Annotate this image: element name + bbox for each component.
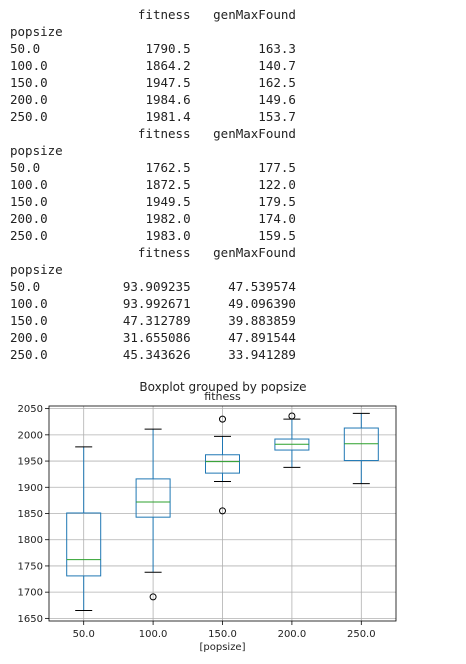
boxplot-chart: 1650 1700 1750 1800 1850 1900 1950 2000 2050 50.0… xyxy=(18,380,397,653)
chart-suptitle: Boxplot grouped by popsize xyxy=(139,380,306,394)
table-row: 250.0 1983.0 159.5 xyxy=(10,228,296,243)
cell-value: 1864.2 xyxy=(145,58,191,73)
y-tick-label: 2050 xyxy=(18,404,43,415)
row-index: 100.0 xyxy=(10,177,48,192)
cell-value: 122.0 xyxy=(258,177,296,192)
row-index: 200.0 xyxy=(10,330,48,345)
cell-value: 33.941289 xyxy=(228,347,296,362)
y-tick-label: 1850 xyxy=(18,509,43,520)
cell-value: 179.5 xyxy=(258,194,296,209)
box xyxy=(135,478,171,518)
x-tick-label: 250.0 xyxy=(347,629,376,640)
column-header: genMaxFound xyxy=(213,7,296,22)
table-row: 250.0 45.343626 33.941289 xyxy=(10,347,296,362)
cell-value: 31.655086 xyxy=(122,330,191,345)
row-index: 150.0 xyxy=(10,75,48,90)
table-row: 50.0 93.909235 47.539574 xyxy=(10,279,296,294)
chart-title: fitness xyxy=(204,390,241,403)
outlier-point xyxy=(219,507,226,515)
table-row: 100.0 1864.2 140.7 xyxy=(10,58,296,73)
index-name: popsize xyxy=(10,143,63,158)
table-row: 150.0 1947.5 162.5 xyxy=(10,75,296,90)
row-index: 200.0 xyxy=(10,211,48,226)
table-row: 100.0 1872.5 122.0 xyxy=(10,177,296,192)
table-row: 150.0 1949.5 179.5 xyxy=(10,194,296,209)
x-tick-label: 100.0 xyxy=(139,629,168,640)
y-tick-label: 1900 xyxy=(18,483,43,494)
table-row: 50.0 1762.5 177.5 xyxy=(10,160,296,175)
y-tick-label: 1800 xyxy=(18,535,43,546)
cell-value: 1762.5 xyxy=(145,160,191,175)
cell-value: 47.891544 xyxy=(228,330,296,345)
box xyxy=(343,427,379,462)
row-index: 50.0 xyxy=(10,279,41,294)
table-row: 100.0 93.992671 49.096390 xyxy=(10,296,296,311)
x-tick-label: 150.0 xyxy=(208,629,237,640)
cell-value: 49.096390 xyxy=(228,296,296,311)
cell-value: 39.883859 xyxy=(228,313,296,328)
cell-value: 162.5 xyxy=(258,75,296,90)
table-row: 50.0 1790.5 163.3 xyxy=(10,41,296,56)
cell-value: 1981.4 xyxy=(145,109,191,124)
row-index: 250.0 xyxy=(10,228,48,243)
cell-value: 1949.5 xyxy=(145,194,191,209)
row-index: 100.0 xyxy=(10,58,48,73)
row-index: 250.0 xyxy=(10,109,48,124)
dataframe-output-median: fitness genMaxFound popsize 50.0 1762.5 177… xyxy=(10,125,296,244)
index-name: popsize xyxy=(10,262,63,277)
table-row: 200.0 1984.6 149.6 xyxy=(10,92,296,107)
outlier-point xyxy=(219,415,226,423)
x-axis-label: [popsize] xyxy=(199,642,245,653)
cell-value: 1872.5 xyxy=(145,177,191,192)
y-tick-label: 1700 xyxy=(18,588,43,599)
cell-value: 153.7 xyxy=(258,109,296,124)
table-row: 200.0 1982.0 174.0 xyxy=(10,211,296,226)
cell-value: 1983.0 xyxy=(145,228,191,243)
y-tick-label: 1950 xyxy=(18,457,43,468)
row-index: 250.0 xyxy=(10,347,48,362)
column-header: genMaxFound xyxy=(213,245,296,260)
row-index: 100.0 xyxy=(10,296,48,311)
row-index: 150.0 xyxy=(10,194,48,209)
cell-value: 1982.0 xyxy=(145,211,191,226)
column-header: fitness xyxy=(137,7,191,22)
cell-value: 47.539574 xyxy=(228,279,296,294)
cell-value: 177.5 xyxy=(258,160,296,175)
column-header: genMaxFound xyxy=(213,126,296,141)
row-index: 50.0 xyxy=(10,41,41,56)
cell-value: 140.7 xyxy=(258,58,296,73)
cell-value: 159.5 xyxy=(258,228,296,243)
cell-value: 1790.5 xyxy=(145,41,191,56)
cell-value: 93.992671 xyxy=(122,296,191,311)
x-tick-label: 50.0 xyxy=(73,629,95,640)
row-index: 150.0 xyxy=(10,313,48,328)
y-tick-label: 1650 xyxy=(18,614,43,625)
box xyxy=(205,454,240,474)
column-header: fitness xyxy=(137,245,191,260)
dataframe-output-mean: fitness genMaxFound popsize 50.0 1790.5 163… xyxy=(10,6,296,125)
y-tick-label: 1750 xyxy=(18,561,43,572)
index-name: popsize xyxy=(10,24,63,39)
y-tick-label: 2000 xyxy=(18,430,43,441)
outlier-point xyxy=(288,412,296,420)
column-header: fitness xyxy=(137,126,191,141)
row-index: 50.0 xyxy=(10,160,41,175)
cell-value: 149.6 xyxy=(258,92,296,107)
x-tick-label: 200.0 xyxy=(278,629,307,640)
table-row: 150.0 47.312789 39.883859 xyxy=(10,313,296,328)
row-index: 200.0 xyxy=(10,92,48,107)
cell-value: 45.343626 xyxy=(122,347,191,362)
table-row: 250.0 1981.4 153.7 xyxy=(10,109,296,124)
cell-value: 93.909235 xyxy=(122,279,191,294)
dataframe-output-std: fitness genMaxFound popsize 50.0 93.909235… xyxy=(10,244,296,363)
cell-value: 1984.6 xyxy=(145,92,191,107)
outlier-point xyxy=(149,593,157,601)
table-row: 200.0 31.655086 47.891544 xyxy=(10,330,296,345)
cell-value: 47.312789 xyxy=(122,313,191,328)
cell-value: 163.3 xyxy=(258,41,296,56)
box xyxy=(66,512,102,577)
cell-value: 174.0 xyxy=(258,211,296,226)
cell-value: 1947.5 xyxy=(145,75,191,90)
